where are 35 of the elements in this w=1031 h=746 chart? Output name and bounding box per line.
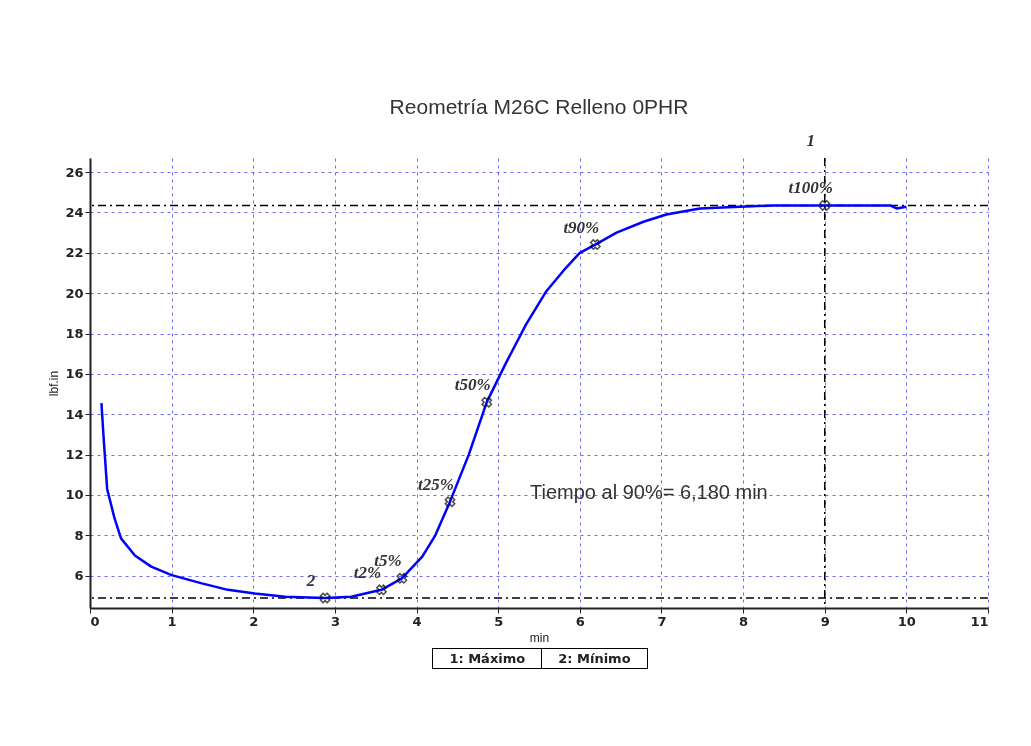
- annotation: 1: [806, 131, 815, 150]
- y-tick-label: 10: [65, 487, 84, 503]
- annotation: t25%: [418, 474, 454, 494]
- annotation: t100%: [788, 178, 833, 198]
- x-tick-label: 10: [897, 613, 916, 629]
- x-tick-label: 4: [412, 613, 422, 629]
- x-tick-label: 11: [970, 613, 989, 629]
- y-tick-label: 26: [65, 164, 84, 180]
- y-tick-label: 6: [74, 568, 84, 584]
- y-tick-label: 12: [65, 447, 84, 463]
- y-axis-title: lbf.in: [47, 370, 62, 397]
- annotation: t50%: [454, 375, 491, 395]
- y-tick-label: 18: [65, 326, 84, 342]
- y-tick-label: 14: [65, 406, 84, 422]
- annotation: Tiempo al 90%= 6,180 min: [530, 480, 768, 503]
- y-tick-label: 8: [74, 527, 84, 543]
- y-tick-label: 20: [65, 285, 84, 301]
- x-tick-label: 6: [575, 613, 585, 629]
- text: 1: Máximo: [432, 648, 543, 669]
- text: 2: Mínimo: [542, 648, 648, 669]
- x-tick-label: 1: [167, 613, 177, 629]
- x-tick-label: 5: [494, 613, 504, 629]
- x-tick-label: 8: [739, 613, 749, 629]
- y-tick-label: 16: [65, 366, 84, 382]
- x-tick-label: 3: [330, 613, 340, 629]
- x-tick-label: 9: [820, 613, 830, 629]
- x-axis-title: min: [529, 630, 550, 645]
- x-tick-label: 7: [657, 613, 667, 629]
- annotation: t90%: [563, 217, 600, 237]
- y-tick-label: 22: [65, 245, 84, 261]
- x-tick-label: 0: [90, 613, 100, 629]
- x-tick-label: 2: [249, 613, 259, 629]
- annotation: 2: [305, 570, 316, 590]
- y-tick-label: 24: [65, 204, 84, 220]
- chart-title: Reometría M26C Relleno 0PHR: [389, 95, 689, 118]
